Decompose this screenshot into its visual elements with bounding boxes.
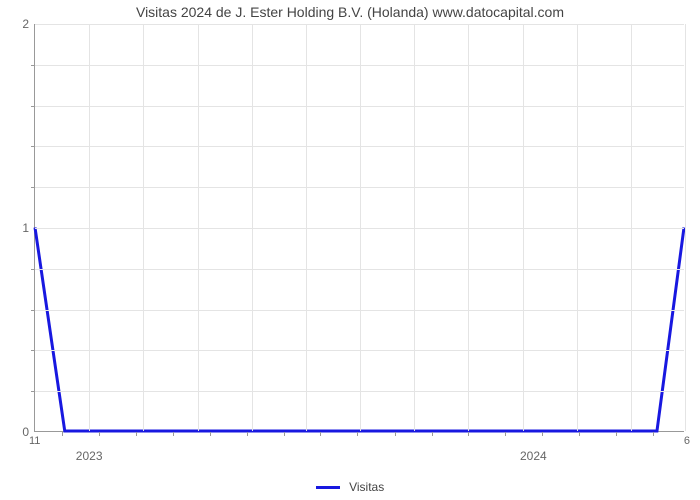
- y-minor-tick: [31, 350, 35, 351]
- x-minor-tick: [616, 432, 617, 436]
- x-minor-tick: [136, 432, 137, 436]
- grid-line-horizontal: [35, 269, 684, 270]
- x-minor-tick: [284, 432, 285, 436]
- legend-label: Visitas: [349, 480, 384, 494]
- grid-line-horizontal: [35, 228, 684, 229]
- grid-line-horizontal: [35, 350, 684, 351]
- chart-title: Visitas 2024 de J. Ester Holding B.V. (H…: [0, 4, 700, 20]
- x-minor-tick: [653, 432, 654, 436]
- chart-container: Visitas 2024 de J. Ester Holding B.V. (H…: [0, 0, 700, 500]
- x-minor-tick: [468, 432, 469, 436]
- x-minor-tick: [542, 432, 543, 436]
- grid-line-horizontal: [35, 24, 684, 25]
- y-minor-tick: [31, 146, 35, 147]
- grid-line-horizontal: [35, 310, 684, 311]
- x-minor-tick: [247, 432, 248, 436]
- grid-line-horizontal: [35, 187, 684, 188]
- x-minor-tick: [357, 432, 358, 436]
- x-minor-tick: [579, 432, 580, 436]
- x-minor-tick: [505, 432, 506, 436]
- plot-area: 11 6 01220232024: [34, 24, 684, 432]
- x-minor-tick: [62, 432, 63, 436]
- x-minor-tick: [395, 432, 396, 436]
- legend: Visitas: [0, 479, 700, 494]
- x-minor-tick: [320, 432, 321, 436]
- y-tick-label: 2: [22, 17, 29, 31]
- x-minor-tick: [173, 432, 174, 436]
- x-minor-tick: [99, 432, 100, 436]
- x-corner-left-label: 11: [29, 435, 40, 447]
- x-tick-label: 2024: [520, 449, 547, 463]
- y-tick-label: 1: [22, 221, 29, 235]
- y-minor-tick: [31, 310, 35, 311]
- y-minor-tick: [31, 187, 35, 188]
- x-tick-label: 2023: [76, 449, 103, 463]
- y-tick-label: 0: [22, 425, 29, 439]
- grid-line-horizontal: [35, 65, 684, 66]
- grid-line-vertical: [685, 24, 686, 431]
- x-minor-tick: [210, 432, 211, 436]
- x-corner-right-label: 6: [684, 435, 690, 447]
- y-minor-tick: [31, 65, 35, 66]
- x-minor-tick: [432, 432, 433, 436]
- y-minor-tick: [31, 269, 35, 270]
- grid-line-horizontal: [35, 391, 684, 392]
- y-minor-tick: [31, 391, 35, 392]
- grid-line-horizontal: [35, 146, 684, 147]
- y-minor-tick: [31, 106, 35, 107]
- grid-line-horizontal: [35, 106, 684, 107]
- legend-swatch: [316, 486, 340, 489]
